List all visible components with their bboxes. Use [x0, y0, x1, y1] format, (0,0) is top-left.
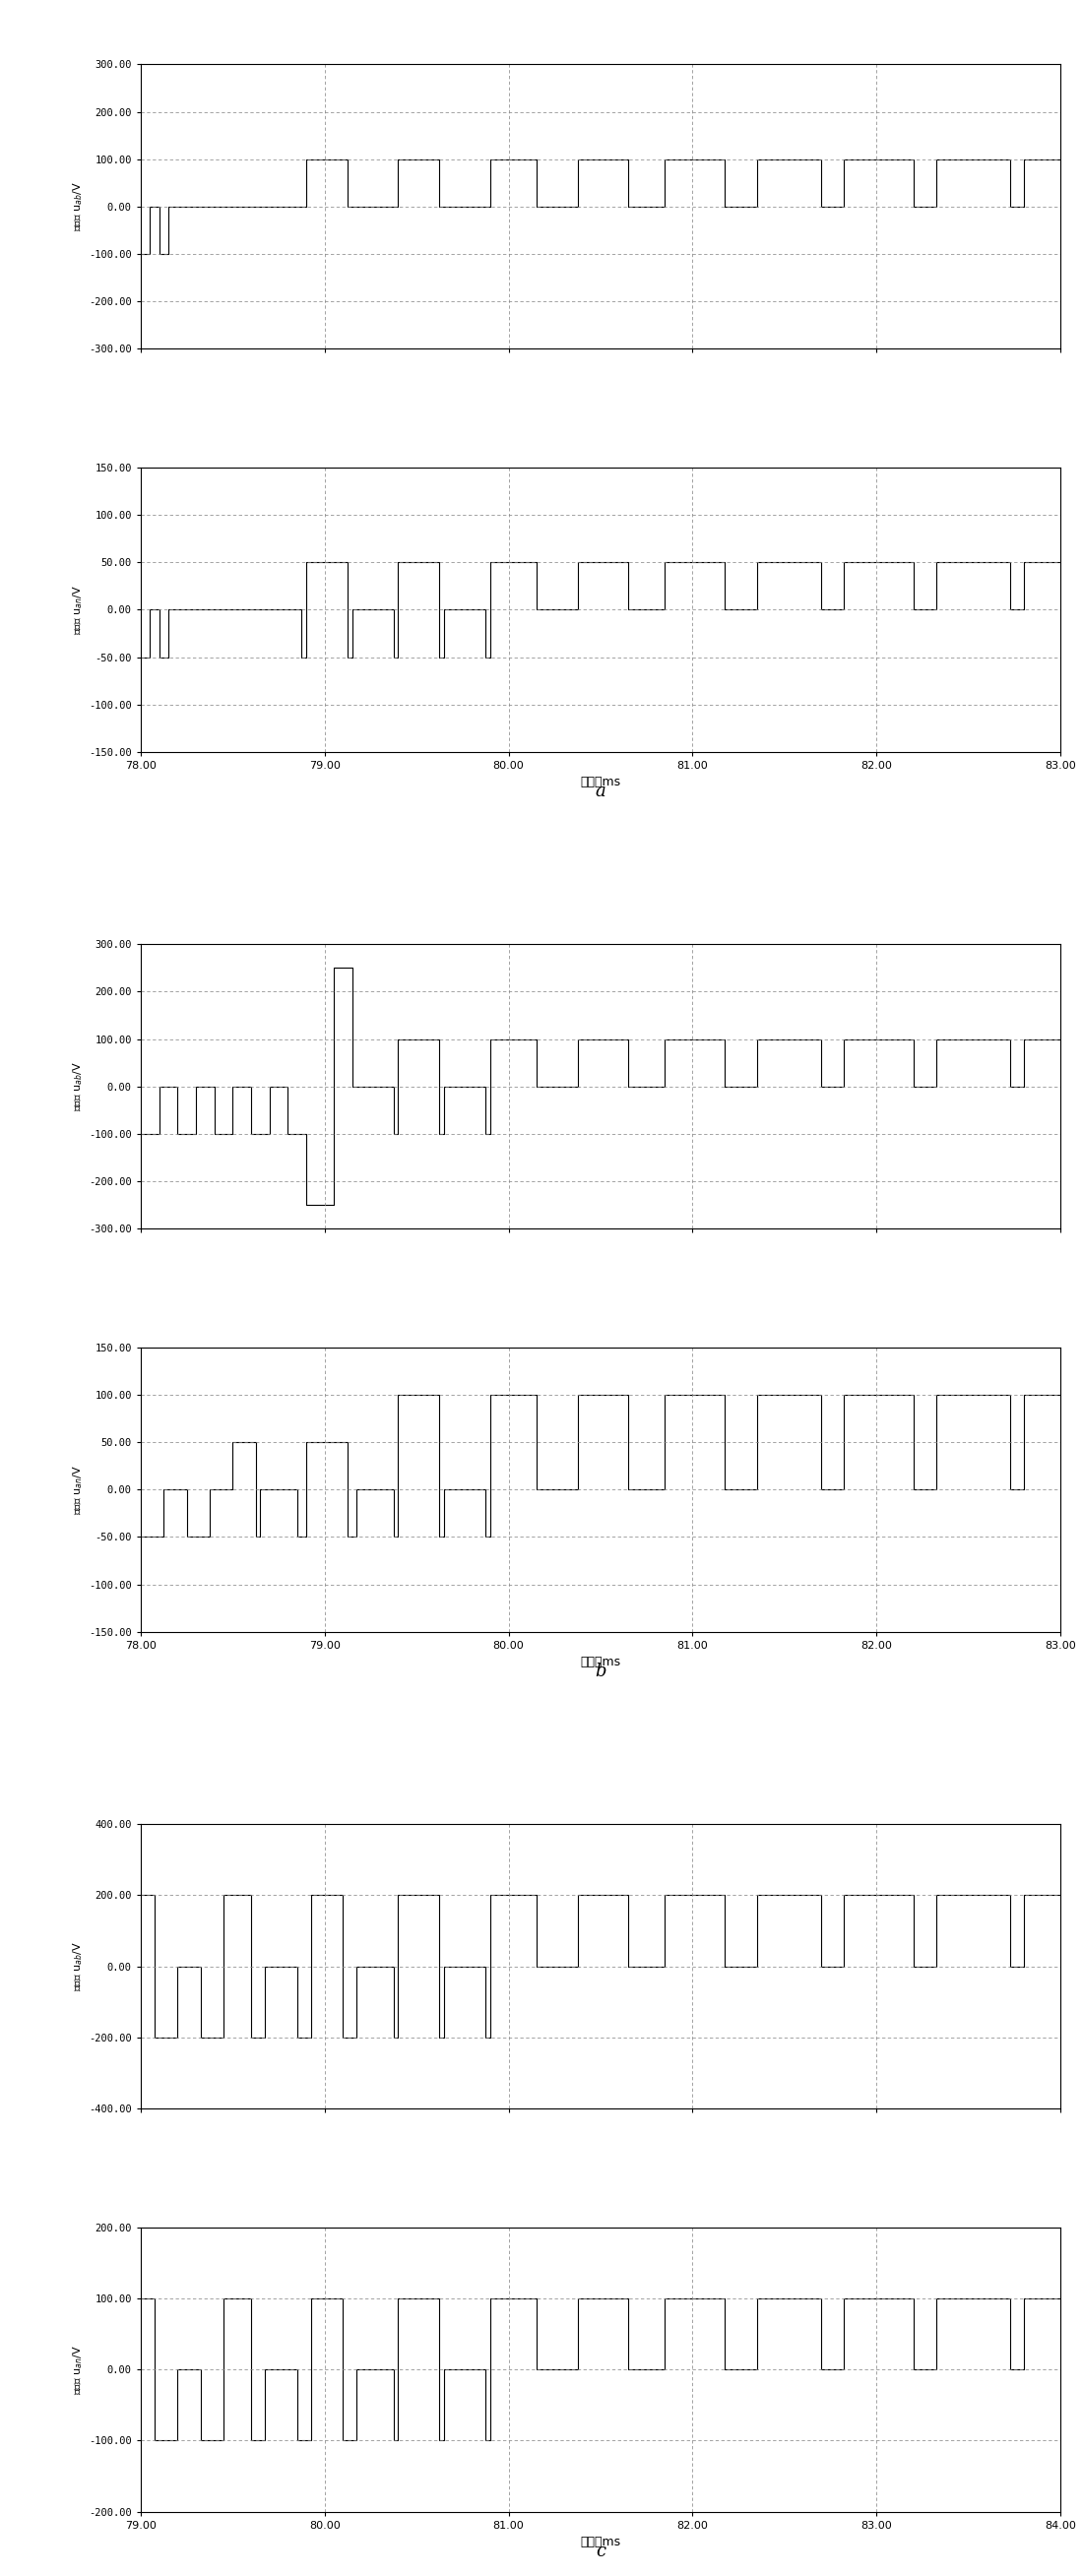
Y-axis label: 相电压 u$_{an}$/V: 相电压 u$_{an}$/V: [71, 1466, 84, 1515]
Text: c: c: [595, 2543, 606, 2561]
Text: b: b: [595, 1662, 606, 1680]
X-axis label: 时间／ms: 时间／ms: [580, 2535, 621, 2548]
Text: a: a: [595, 783, 606, 801]
Y-axis label: 相电压 u$_{an}$/V: 相电压 u$_{an}$/V: [71, 585, 84, 634]
X-axis label: 时间／ms: 时间／ms: [580, 1656, 621, 1669]
Y-axis label: 线电压 u$_{ab}$/V: 线电压 u$_{ab}$/V: [71, 1942, 84, 1991]
Y-axis label: 线电压 u$_{ab}$/V: 线电压 u$_{ab}$/V: [71, 180, 84, 232]
X-axis label: 时间／ms: 时间／ms: [580, 775, 621, 788]
Y-axis label: 相电压 u$_{an}$/V: 相电压 u$_{an}$/V: [71, 2344, 84, 2396]
Y-axis label: 线电压 u$_{ab}$/V: 线电压 u$_{ab}$/V: [71, 1061, 84, 1110]
